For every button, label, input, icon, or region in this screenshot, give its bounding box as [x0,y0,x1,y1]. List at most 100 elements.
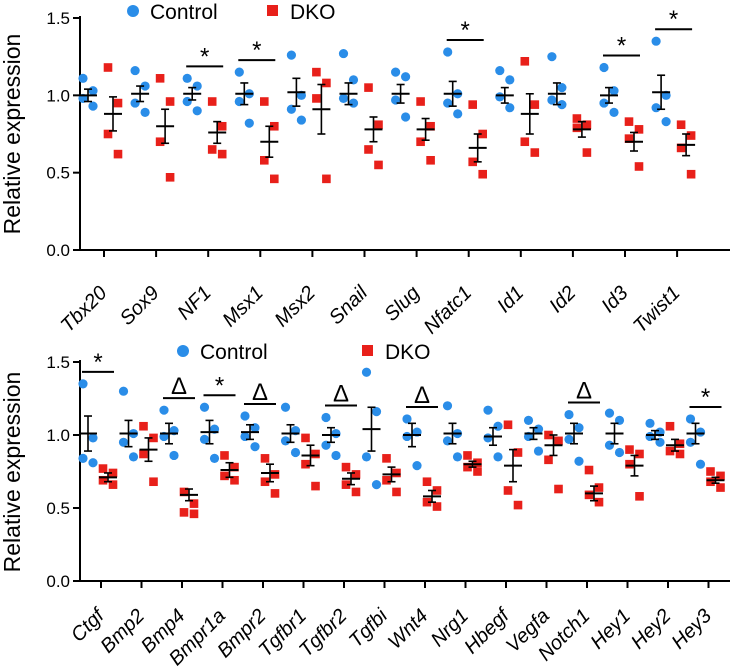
control-point [290,447,301,458]
control-point [453,109,463,119]
dko-point [582,120,592,130]
control-point [483,433,493,443]
dko-point [478,129,487,139]
dko-point [374,120,383,130]
control-point [614,447,625,458]
control-point [695,459,706,469]
control-point [401,72,411,82]
control-point [118,386,129,396]
dko-point [364,145,373,154]
control-point [645,418,655,428]
dko-point [716,471,725,481]
control-point [495,65,505,76]
control-point [88,101,98,111]
dko-point [422,497,432,507]
dko-point [473,467,482,476]
dko-point [189,499,199,508]
control-point [88,458,98,468]
y-tick-label: 0.5 [46,499,70,518]
dko-point [520,137,530,147]
dko-point [341,462,351,472]
dko-point [513,500,523,510]
control-point [182,73,192,83]
control-point [182,96,192,107]
dko-point [260,155,269,165]
control-point [523,415,534,425]
control-point [361,452,372,462]
control-point [159,405,169,415]
significance-symbol: Δ [252,379,268,406]
control-point [296,115,306,125]
control-point [371,480,382,490]
legend-dko-marker [362,345,373,356]
dko-point [139,421,148,431]
dko-point [207,145,217,154]
significance-symbol: Δ [333,380,349,407]
legend-control-label: Control [200,341,268,364]
dko-point [139,449,148,459]
control-point [361,367,372,377]
dko-point [503,486,513,495]
y-tick-label: 0.5 [46,164,70,183]
dko-point [270,489,280,498]
control-point [234,67,244,77]
dko-point [179,487,189,497]
x-tick-label: Hey3 [667,605,716,654]
control-point [321,412,331,423]
dko-point [270,470,280,479]
dko-point [665,446,675,456]
dko-point [155,74,165,83]
y-tick-label: 1.5 [46,9,70,28]
dko-point [503,420,513,430]
dko-point [624,134,634,143]
control-point [685,437,696,447]
dko-point [675,439,685,449]
dko-point [426,155,435,165]
dko-point [98,464,108,473]
dko-point [382,454,391,463]
x-tick-label: Sox9 [116,282,164,330]
dko-point [155,137,165,147]
control-point [244,118,254,128]
dko-point [113,98,123,108]
dko-point [686,131,696,140]
legend-dko-marker [267,5,278,16]
x-tick-label: Wnt4 [384,605,433,654]
dko-point [478,169,487,179]
control-point [280,436,291,446]
dko-point [582,148,592,157]
x-tick-label: Id3 [597,282,632,317]
control-point [557,100,567,110]
y-tick-label: 1.0 [46,426,70,445]
control-point [452,452,463,462]
dko-point [220,451,229,460]
control-point [199,402,210,412]
significance-symbol: Δ [171,373,187,400]
dko-point [468,157,477,167]
dko-point [706,477,715,487]
x-tick-label: Nfatc1 [420,282,476,338]
dko-point [351,487,361,497]
significance-symbol: Δ [414,382,430,409]
control-point [661,117,671,127]
dko-point [625,459,634,469]
control-point [348,98,359,108]
control-point [169,450,179,461]
x-tick-label: Id1 [493,282,528,317]
dko-point [103,63,113,72]
dko-point [311,449,320,459]
dko-point [312,67,321,77]
control-point [130,98,140,108]
significance-symbol: Δ [576,378,592,405]
dko-point [364,83,373,92]
legend-control-marker [177,345,189,357]
dko-point [179,508,189,517]
control-point [78,379,88,389]
control-point [118,437,129,447]
chart-panel-1: 0.0 0.5 1.0 1.5 Relative expression Control DK… [0,1,730,338]
dko-point [706,467,715,476]
y-tick-label: 1.5 [46,353,70,372]
dko-point [322,78,331,88]
dko-point [432,502,442,511]
y-axis-label: Relative expression [0,372,25,573]
